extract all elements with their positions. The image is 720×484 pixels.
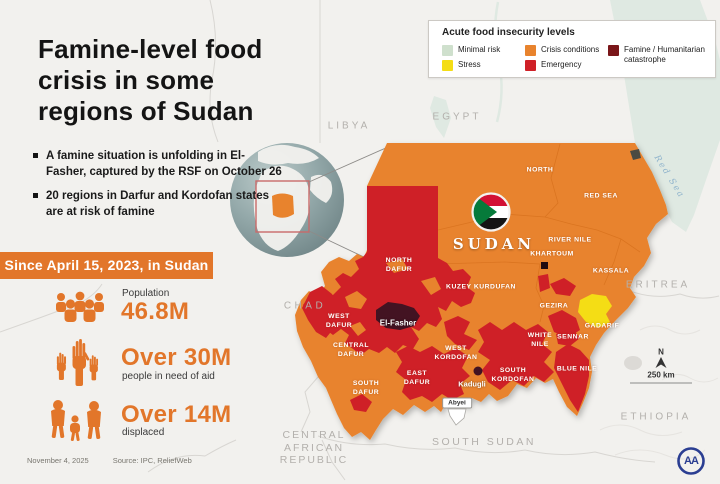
legend-item-famine: Famine / Humanitarian catastrophe <box>608 45 708 64</box>
region-label-south-kordofan: SOUTH KORDOFAN <box>491 367 535 383</box>
scale-distance-label: 250 km <box>647 370 675 380</box>
region-label-sennar: SENNAR <box>557 333 589 341</box>
publish-date: November 4, 2025 <box>27 456 89 465</box>
displaced-label: displaced <box>122 427 165 438</box>
region-label-east-dafur: EAST DAFUR <box>403 370 431 386</box>
legend-item-emergency: Emergency <box>525 60 581 71</box>
neighbor-label-libya: LIBYA <box>327 120 371 132</box>
region-label-gadarif: GADARIF <box>584 322 620 330</box>
aa-logo: AA <box>684 455 699 467</box>
famine-regions <box>376 149 641 376</box>
date-banner: Since April 15, 2023, in Sudan <box>0 252 213 279</box>
crowd-icon <box>56 291 104 322</box>
neighbor-label-central-african-republic: CENTRAL AFRICAN REPUBLIC <box>279 429 349 467</box>
bullet-item: 20 regions in Darfur and Kordofan states… <box>33 189 285 220</box>
legend-panel: Acute food insecurity levels Minimal ris… <box>428 20 716 78</box>
region-label-north-dafur: NORTH DAFUR <box>385 257 413 273</box>
region-label-khartoum: KHARTOUM <box>530 250 574 258</box>
stress-region <box>578 294 612 328</box>
key-points: A famine situation is unfolding in El-Fa… <box>33 149 285 229</box>
region-label-north: NORTH <box>526 166 554 174</box>
city-label-el-fasher: El-Fasher <box>379 318 417 328</box>
displaced-value: Over 14M <box>121 401 232 428</box>
page-title: Famine-level food crisis in some regions… <box>38 34 263 127</box>
minimal-risk-swatch <box>442 45 453 56</box>
bullet-square-icon <box>33 153 38 158</box>
region-label-blue-nile: BLUE NILE <box>556 365 598 373</box>
legend-item-crisis: Crisis conditions <box>525 45 599 56</box>
neighbor-label-eritrea: ERITREA <box>625 279 691 291</box>
neighbor-label-ethiopia: ETHIOPIA <box>620 411 692 423</box>
neighbor-label-south-sudan: SOUTH SUDAN <box>432 436 536 448</box>
region-label-south-dafur: SOUTH DAFUR <box>352 380 380 396</box>
city-label-abyei: Abyei <box>442 397 472 409</box>
population-value: 46.8M <box>121 298 190 325</box>
region-label-white-nile: WHITE NILE <box>527 332 553 348</box>
region-label-river-nile: RIVER NILE <box>548 236 592 244</box>
neighbor-label-egypt: EGYPT <box>432 111 482 123</box>
state-borders <box>437 143 641 323</box>
aa-logo-circle <box>677 447 705 475</box>
scale-bar <box>630 357 692 384</box>
north-arrow-label: N <box>658 347 664 357</box>
legend-item-minimal-risk: Minimal risk <box>442 45 500 56</box>
country-label-sudan: SUDAN <box>452 235 536 253</box>
region-label-gezira: GEZIRA <box>539 302 569 310</box>
region-label-kuzey-kurdufan: KUZEY KURDUFAN <box>446 283 516 291</box>
aid-label: people in need of aid <box>122 371 215 382</box>
aid-value: Over 30M <box>121 344 232 371</box>
abyei-shape <box>447 408 467 426</box>
region-label-west-dafur: WEST DAFUR <box>325 313 353 329</box>
city-label-kadugli: Kadugli <box>458 379 486 389</box>
emergency-regions <box>302 186 589 412</box>
region-label-red-sea: RED SEA <box>584 192 618 200</box>
stress-swatch <box>442 60 453 71</box>
emergency-swatch <box>525 60 536 71</box>
crisis-patches <box>345 259 441 336</box>
sudan-flag <box>471 192 511 232</box>
footer: November 4, 2025 Source: IPC, ReliefWeb <box>27 456 192 465</box>
bullet-square-icon <box>33 193 38 199</box>
legend-item-stress: Stress <box>442 60 481 71</box>
lake-nasser-shape <box>430 96 451 138</box>
terrain-texture <box>599 325 719 460</box>
bullet-item: A famine situation is unfolding in El-Fa… <box>33 149 285 180</box>
population-label: Population <box>122 288 170 299</box>
region-label-central-dafur: CENTRAL DAFUR <box>333 342 369 358</box>
famine-swatch <box>608 45 619 56</box>
region-label-west-kordofan: WEST KORDOFAN <box>434 345 478 361</box>
source-note: Source: IPC, ReliefWeb <box>112 456 192 465</box>
legend-title: Acute food insecurity levels <box>442 27 575 38</box>
globe <box>230 143 389 260</box>
neighbor-label-chad: CHAD <box>283 300 327 312</box>
family-icon <box>51 400 101 441</box>
hands-icon <box>56 339 99 386</box>
region-label-kassala: KASSALA <box>592 267 630 275</box>
crisis-swatch <box>525 45 536 56</box>
lake-shape <box>624 356 642 370</box>
